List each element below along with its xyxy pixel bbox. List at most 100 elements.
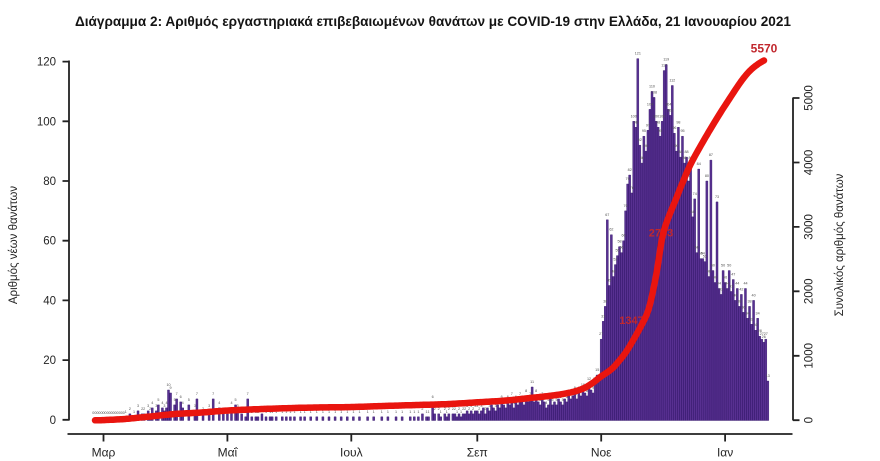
svg-text:100: 100 — [653, 114, 659, 118]
svg-text:100: 100 — [659, 114, 665, 118]
svg-text:2: 2 — [472, 407, 474, 411]
svg-text:44: 44 — [717, 282, 721, 286]
svg-text:1: 1 — [340, 410, 342, 414]
svg-text:0: 0 — [94, 411, 96, 415]
svg-text:2: 2 — [438, 407, 440, 411]
svg-text:1: 1 — [358, 410, 360, 414]
svg-text:10: 10 — [581, 383, 585, 387]
svg-text:27: 27 — [760, 332, 764, 336]
svg-text:3: 3 — [194, 404, 196, 408]
svg-text:0: 0 — [804, 417, 816, 423]
svg-text:34: 34 — [756, 311, 760, 315]
svg-text:58: 58 — [617, 240, 621, 244]
svg-text:3: 3 — [480, 404, 482, 408]
svg-text:87: 87 — [709, 153, 713, 157]
svg-text:5: 5 — [562, 398, 564, 402]
svg-text:40: 40 — [43, 295, 56, 307]
svg-text:0: 0 — [96, 411, 98, 415]
svg-text:26: 26 — [762, 335, 766, 339]
svg-text:42: 42 — [739, 287, 743, 291]
svg-text:4000: 4000 — [804, 150, 816, 176]
svg-text:2: 2 — [202, 407, 204, 411]
svg-text:0: 0 — [111, 411, 113, 415]
svg-text:2: 2 — [464, 407, 466, 411]
svg-text:1: 1 — [387, 410, 389, 414]
svg-text:34: 34 — [745, 311, 749, 315]
svg-text:2: 2 — [141, 407, 143, 411]
svg-text:2: 2 — [458, 407, 460, 411]
svg-text:54: 54 — [699, 252, 703, 256]
svg-text:1: 1 — [409, 410, 411, 414]
svg-text:2: 2 — [452, 407, 454, 411]
svg-text:70: 70 — [624, 204, 628, 208]
svg-text:60: 60 — [43, 236, 56, 248]
svg-text:0: 0 — [100, 411, 102, 415]
svg-text:Νοε: Νοε — [591, 446, 612, 460]
svg-text:97: 97 — [646, 123, 650, 127]
svg-text:1: 1 — [316, 410, 318, 414]
svg-text:86: 86 — [640, 156, 644, 160]
svg-text:1: 1 — [460, 410, 462, 414]
svg-text:1: 1 — [440, 410, 442, 414]
svg-text:1: 1 — [133, 410, 135, 414]
svg-text:46: 46 — [723, 276, 727, 280]
svg-text:50: 50 — [721, 264, 725, 268]
svg-text:3: 3 — [237, 404, 239, 408]
svg-text:Σεπ: Σεπ — [467, 446, 488, 460]
svg-text:1: 1 — [446, 410, 448, 414]
svg-text:1: 1 — [125, 410, 127, 414]
svg-text:52: 52 — [613, 258, 617, 262]
svg-text:0: 0 — [113, 411, 115, 415]
svg-text:44: 44 — [743, 282, 747, 286]
svg-text:0: 0 — [123, 411, 125, 415]
svg-text:74: 74 — [693, 192, 697, 196]
svg-text:6: 6 — [507, 395, 509, 399]
svg-text:6: 6 — [432, 395, 434, 399]
svg-text:7: 7 — [519, 392, 521, 396]
svg-text:45: 45 — [607, 279, 611, 283]
svg-text:110: 110 — [649, 85, 655, 89]
svg-text:50: 50 — [711, 264, 715, 268]
svg-text:43: 43 — [729, 284, 733, 288]
svg-text:1: 1 — [328, 410, 330, 414]
svg-text:10: 10 — [166, 383, 170, 387]
svg-text:42: 42 — [719, 287, 723, 291]
svg-text:2: 2 — [149, 407, 151, 411]
svg-text:1: 1 — [300, 410, 302, 414]
svg-text:112: 112 — [669, 79, 675, 83]
svg-text:88: 88 — [678, 150, 682, 154]
svg-text:5: 5 — [555, 398, 557, 402]
svg-text:92: 92 — [638, 138, 642, 142]
svg-text:36: 36 — [741, 305, 745, 309]
svg-text:2: 2 — [454, 407, 456, 411]
svg-text:9: 9 — [574, 386, 576, 390]
svg-text:0: 0 — [107, 411, 109, 415]
svg-text:56: 56 — [619, 246, 623, 250]
svg-text:108: 108 — [651, 90, 657, 94]
svg-text:2: 2 — [143, 407, 145, 411]
svg-text:3: 3 — [147, 404, 149, 408]
svg-text:0: 0 — [115, 411, 117, 415]
svg-text:8: 8 — [535, 389, 537, 393]
svg-text:7: 7 — [529, 392, 531, 396]
svg-text:Μαρ: Μαρ — [92, 446, 116, 460]
svg-text:80: 80 — [705, 174, 709, 178]
svg-text:1: 1 — [275, 410, 277, 414]
svg-text:1: 1 — [289, 410, 291, 414]
svg-text:1: 1 — [427, 410, 429, 414]
svg-text:1000: 1000 — [804, 343, 816, 369]
svg-text:60: 60 — [622, 234, 626, 238]
svg-text:0: 0 — [117, 411, 119, 415]
svg-text:0: 0 — [109, 411, 111, 415]
svg-text:47: 47 — [731, 273, 735, 277]
svg-text:44: 44 — [725, 282, 729, 286]
svg-text:48: 48 — [707, 270, 711, 274]
svg-text:46: 46 — [713, 276, 717, 280]
svg-text:2: 2 — [468, 407, 470, 411]
svg-text:2000: 2000 — [804, 279, 816, 305]
svg-text:5: 5 — [234, 398, 236, 402]
svg-text:84: 84 — [697, 162, 701, 166]
svg-text:7: 7 — [196, 392, 198, 396]
svg-text:100: 100 — [631, 114, 637, 118]
svg-text:0: 0 — [119, 411, 121, 415]
